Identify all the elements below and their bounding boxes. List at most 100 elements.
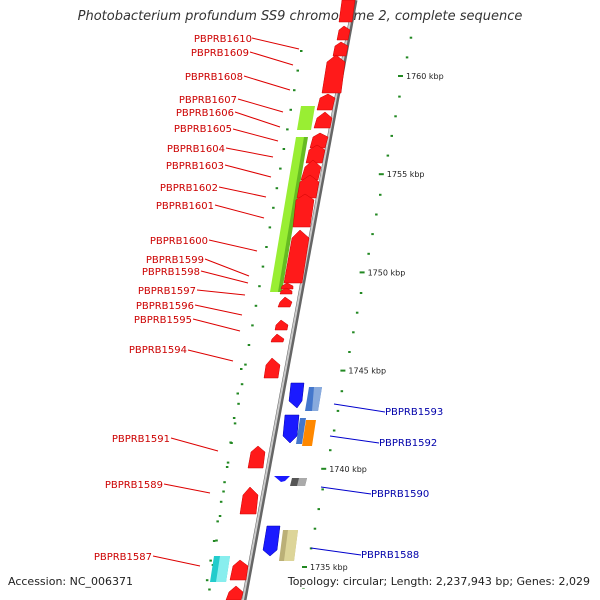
- tick-dot: [219, 500, 223, 503]
- tick-dot: [367, 252, 370, 255]
- tick-dot: [265, 246, 268, 248]
- left-label-PBPRB1606: PBPRB1606: [176, 108, 234, 119]
- tick-dot: [405, 56, 409, 59]
- tick-dot: [258, 285, 261, 288]
- tick-dot: [296, 69, 299, 72]
- accession-text: Accession: NC_006371: [8, 575, 134, 588]
- summary-text: Topology: circular; Length: 2,237,943 bp…: [287, 575, 590, 588]
- gene-PBPRB1588c: [284, 530, 298, 561]
- orf-bar: [278, 137, 308, 292]
- scale-major-tick: [321, 467, 327, 470]
- gene-PBPRB1593: [288, 382, 305, 409]
- gene-PBPRB1605: [309, 132, 329, 149]
- left-label-PBPRB1610: PBPRB1610: [194, 34, 252, 45]
- tick-dot: [332, 429, 336, 432]
- tick-dot: [313, 527, 317, 530]
- tick-dot: [240, 368, 243, 370]
- backbone: [241, 0, 358, 600]
- scale-major-tick: [340, 369, 346, 372]
- tick-dot: [379, 193, 382, 196]
- left-label-PBPRB1600: PBPRB1600: [150, 236, 208, 247]
- tick-dot: [222, 490, 225, 493]
- left-label-PBPRB1608: PBPRB1608: [185, 72, 243, 83]
- right-labels: PBPRB1593 PBPRB1592 PBPRB1590 PBPRB1588: [361, 407, 443, 561]
- tick-dot: [275, 187, 279, 190]
- map-title: Photobacterium profundum SS9 chromosome …: [77, 9, 523, 24]
- right-label-PBPRB1593: PBPRB1593: [385, 407, 443, 418]
- left-label-PBPRB1603: PBPRB1603: [166, 161, 224, 172]
- tick-dot: [232, 417, 236, 419]
- left-label-PBPRB1587: PBPRB1587: [94, 552, 152, 563]
- tick-dot: [355, 311, 359, 314]
- tick-dot: [216, 520, 219, 523]
- gene-PBPRB1598: [279, 287, 293, 295]
- right-label-PBPRB1592: PBPRB1592: [379, 438, 437, 449]
- gene-PBPRB1593c: [312, 387, 322, 411]
- gene-partial: [225, 585, 244, 600]
- gene-PBPRB1606: [313, 111, 333, 129]
- tick-dot: [251, 324, 254, 327]
- tick-dot: [336, 409, 340, 412]
- gene-PBPRB1609: [332, 41, 349, 57]
- scale-label: 1755 kbp: [387, 170, 425, 179]
- tick-dot: [208, 588, 211, 591]
- scale-labels: 1760 kbp 1755 kbp 1750 kbp 1745 kbp 1740 kbp…: [302, 72, 444, 572]
- left-label-PBPRB1605: PBPRB1605: [174, 124, 232, 135]
- tick-dot: [293, 89, 296, 92]
- gene-PBPRB1597: [277, 296, 293, 308]
- scale-major-tick: [359, 271, 365, 274]
- left-label-PBPRB1609: PBPRB1609: [191, 48, 249, 59]
- tick-dot: [254, 304, 258, 307]
- scale-major-tick: [398, 75, 403, 77]
- scale-label: 1735 kbp: [310, 563, 348, 572]
- left-leaders: [152, 37, 300, 567]
- tick-dot: [279, 167, 282, 170]
- scale-label: 1750 kbp: [368, 268, 406, 277]
- gene-PBPRB1608: [321, 54, 346, 94]
- tick-dot: [375, 213, 378, 216]
- forward-genes: [225, 0, 356, 600]
- scale-major-tick: [378, 173, 384, 176]
- left-label-PBPRB1604: PBPRB1604: [167, 144, 225, 155]
- tick-dot: [205, 579, 209, 582]
- gene-PBPRB1592: [282, 414, 300, 444]
- gene-PBPRB1587c: [216, 556, 230, 582]
- tick-dot: [247, 344, 251, 346]
- gene-PBPRB1589: [239, 486, 259, 515]
- tick-dot: [244, 363, 247, 366]
- tick-dot: [226, 461, 230, 464]
- gene-PBPRB1596: [274, 319, 289, 331]
- tick-dot: [359, 292, 363, 294]
- tick-dot: [386, 154, 390, 157]
- scale-label: 1760 kbp: [406, 72, 444, 81]
- tick-dot: [237, 402, 240, 405]
- gene-PBPRB1607: [316, 93, 336, 111]
- gene-PBPRB1590: [274, 476, 290, 482]
- left-label-PBPRB1595: PBPRB1595: [134, 315, 192, 326]
- left-label-PBPRB1599: PBPRB1599: [146, 255, 204, 266]
- gene-PBPRB1590c: [297, 478, 307, 486]
- gene-PBPRB1595: [270, 333, 285, 343]
- left-label-PBPRB1601: PBPRB1601: [156, 201, 214, 212]
- gene-PBPRB1587: [229, 559, 249, 581]
- right-leaders: [310, 403, 386, 556]
- tick-dot: [282, 148, 286, 150]
- scale-major-tick: [302, 566, 307, 568]
- gene-PBPRB1610: [336, 25, 351, 41]
- reverse-genes: [210, 382, 322, 582]
- gene-PBPRB1591: [247, 445, 266, 469]
- tick-dot: [240, 383, 244, 386]
- left-label-PBPRB1602: PBPRB1602: [160, 183, 218, 194]
- scale-label: 1745 kbp: [348, 367, 386, 376]
- tick-dot: [261, 265, 265, 268]
- gene-PBPRB1599: [280, 282, 294, 290]
- gene-PBPRB1604: [305, 144, 326, 164]
- tick-dot: [352, 331, 355, 334]
- right-label-PBPRB1588: PBPRB1588: [361, 550, 419, 561]
- gene-PBPRB1602: [296, 174, 320, 199]
- tick-dot: [225, 466, 229, 468]
- tick-dot: [398, 95, 401, 98]
- right-label-PBPRB1590: PBPRB1590: [371, 489, 429, 500]
- tick-dot: [233, 422, 237, 425]
- tick-dot: [329, 449, 332, 452]
